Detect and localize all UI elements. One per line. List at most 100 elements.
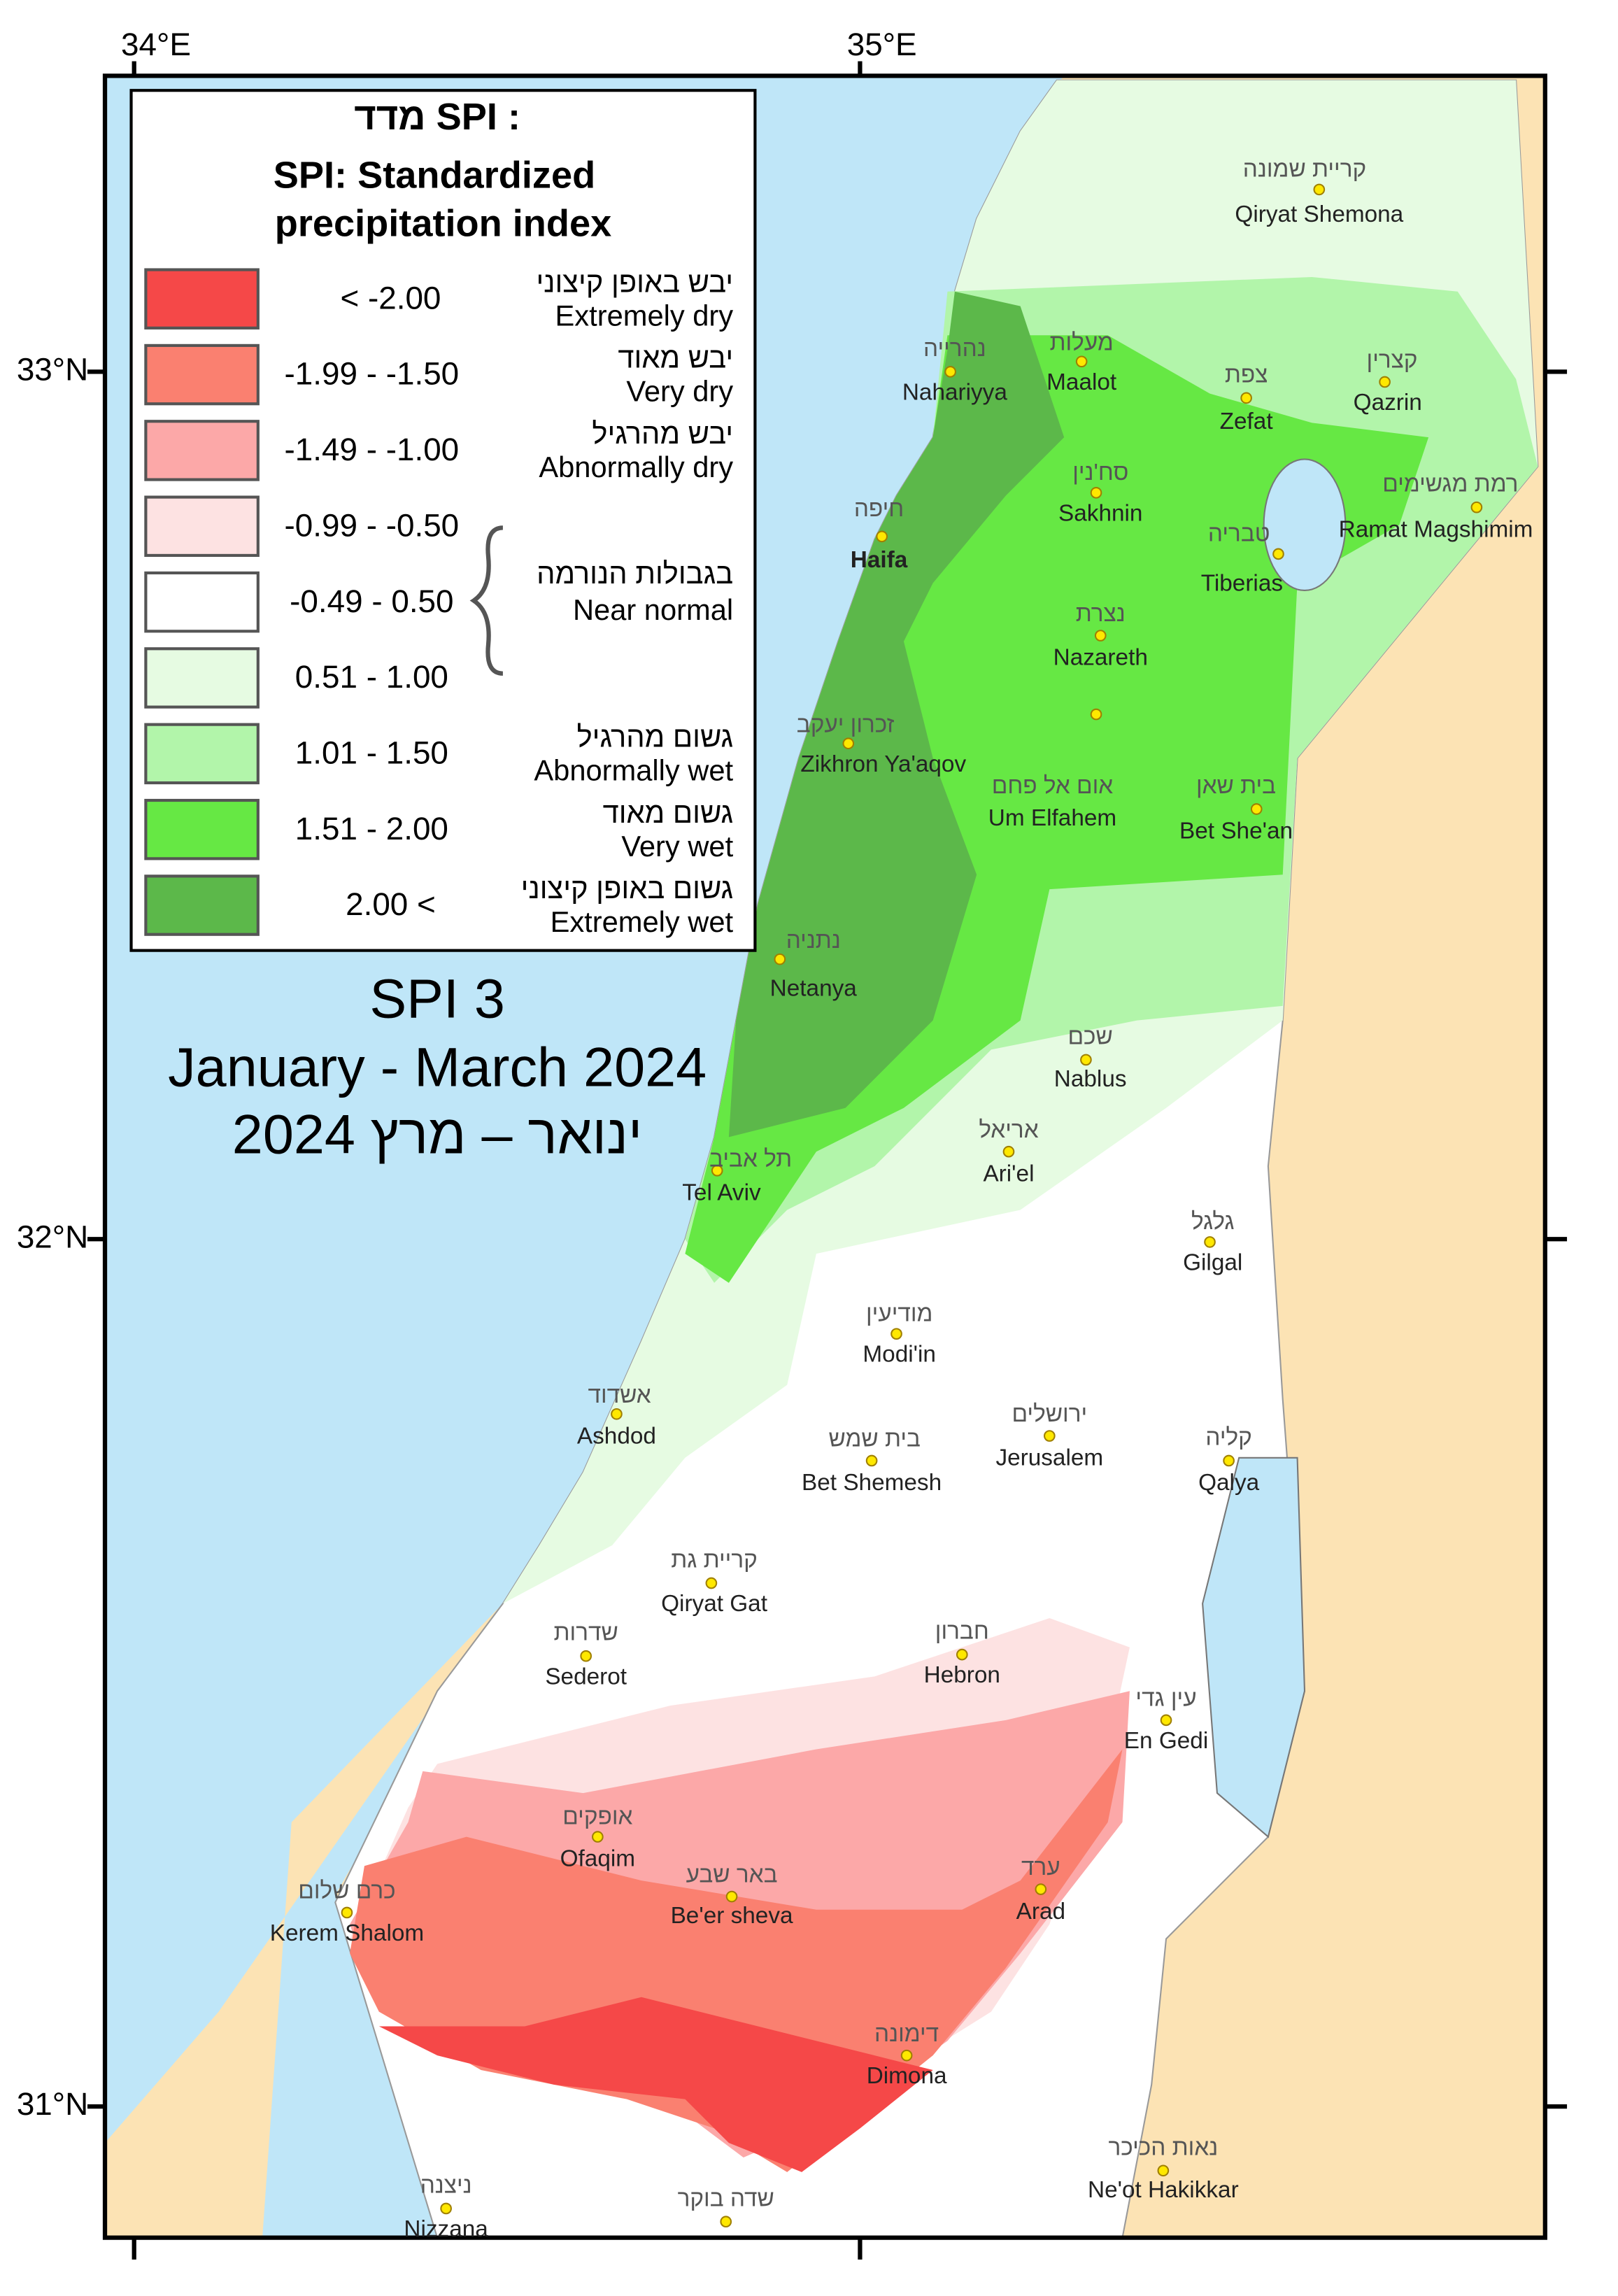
city-dot <box>1090 487 1102 499</box>
city-dot <box>865 1454 878 1467</box>
city-dot <box>1379 376 1391 388</box>
city-name-he: מודיעין <box>866 1301 932 1326</box>
city-dot <box>341 1906 353 1919</box>
city-name-en: Modi'in <box>863 1342 936 1368</box>
city-dot <box>1002 1145 1015 1158</box>
city-dot <box>580 1650 592 1662</box>
city-dot <box>440 2202 452 2215</box>
dead-sea <box>1202 1457 1306 1838</box>
city-dot <box>876 530 888 543</box>
city-name-he: נאות הכיכר <box>1108 2134 1218 2160</box>
city-dot <box>720 2216 732 2228</box>
city-dot <box>1272 548 1284 560</box>
city-dot <box>774 953 786 965</box>
city-name-en: Jerusalem <box>995 1445 1103 1471</box>
city-name-he: קריית שמונה <box>1243 157 1366 183</box>
city-name-en: Bet Shemesh <box>802 1470 942 1496</box>
legend-range: -0.49 - 0.50 <box>290 583 453 619</box>
city-name-he: שדרות <box>554 1620 618 1646</box>
city-name-he: חיפה <box>854 496 904 522</box>
city-dot <box>1157 2164 1170 2177</box>
legend-swatch <box>144 647 260 709</box>
city-name-en: Haifa <box>851 547 908 573</box>
city-name-en: Nahariyya <box>902 379 1008 405</box>
city-name-he: זכרון יעקב <box>797 712 895 738</box>
city-dot <box>1470 501 1483 513</box>
legend-swatch <box>144 343 260 406</box>
legend-brace <box>469 525 504 676</box>
city-name-he: אריאל <box>979 1117 1038 1143</box>
city-name-en: Tel Aviv <box>682 1179 761 1205</box>
city-name-en: Sakhnin <box>1058 500 1142 526</box>
city-name-he: נצרת <box>1076 601 1126 627</box>
city-name-he: סח'נין <box>1072 460 1128 486</box>
city-name-he: גלגל <box>1191 1209 1235 1235</box>
city-dot <box>1204 1236 1216 1248</box>
city-name-he: אום אל פחם <box>992 773 1114 799</box>
legend-range: -1.99 - -1.50 <box>285 356 460 392</box>
city-name-he: ערד <box>1021 1855 1060 1880</box>
city-dot <box>956 1648 968 1661</box>
city-name-en: Ashdod <box>577 1423 656 1449</box>
legend-label-en: Extremely wet <box>551 905 734 938</box>
city-name-en: Ari'el <box>983 1161 1034 1186</box>
city-name-he: באר שבע <box>686 1862 778 1888</box>
legend-range: < -2.00 <box>340 280 441 316</box>
city-dot <box>1090 708 1102 721</box>
city-name-en: Kerem Shalom <box>270 1920 424 1946</box>
city-dot <box>1075 355 1088 368</box>
city-dot <box>705 1577 718 1589</box>
lat-label: 31°N <box>17 2086 88 2122</box>
legend-label-en: Abnormally dry <box>539 451 733 483</box>
city-name-he: ירושלים <box>1012 1401 1087 1427</box>
map-title: SPI 3 <box>369 968 505 1030</box>
city-name-en: Be'er sheva <box>671 1903 793 1929</box>
city-name-he: שדה בוקר <box>678 2185 774 2211</box>
city-name-en: Zikhron Ya'aqov <box>800 751 966 777</box>
city-dot <box>890 1328 902 1340</box>
city-dot <box>900 2049 913 2062</box>
city-name-he: אופקים <box>562 1804 632 1829</box>
lon-label: 35°E <box>847 27 917 62</box>
legend-range: 1.51 - 2.00 <box>295 811 448 846</box>
legend-title: precipitation index <box>275 202 611 244</box>
city-name-he: צפת <box>1225 362 1268 388</box>
lon-label: 34°E <box>121 27 191 62</box>
city-dot <box>1240 392 1252 404</box>
city-name-he: טבריה <box>1208 521 1270 547</box>
city-name-en: Bet She'an <box>1179 819 1293 844</box>
city-name-en: Qalya <box>1198 1470 1260 1496</box>
city-name-en: En Gedi <box>1124 1728 1208 1754</box>
city-dot <box>842 737 855 750</box>
legend-range: -1.49 - -1.00 <box>285 432 460 467</box>
zone-red <box>378 1997 933 2172</box>
city-dot <box>1313 183 1326 196</box>
city-name-en: Um Elfahem <box>988 805 1116 831</box>
legend-label-en: Near normal <box>573 593 733 626</box>
zone-dark-green <box>728 291 1065 1138</box>
city-name-he: קליה <box>1205 1425 1251 1451</box>
map-title: ינואר – מרץ 2024 <box>232 1103 643 1165</box>
legend-swatch <box>144 420 260 481</box>
city-name-en: Qiryat Gat <box>661 1591 768 1617</box>
city-name-en: Tiberias <box>1201 570 1283 596</box>
legend-label-he: גשום מהרגיל <box>577 720 734 753</box>
city-name-en: Nazareth <box>1053 645 1148 671</box>
city-name-he: דימונה <box>874 2021 939 2047</box>
legend-range: 0.51 - 1.00 <box>295 659 448 695</box>
legend-swatch <box>144 268 260 329</box>
lat-label: 33°N <box>17 351 88 387</box>
city-name-en: Ne'ot Hakikkar <box>1088 2177 1239 2203</box>
legend-range: -0.99 - -0.50 <box>285 507 460 543</box>
city-name-en: Netanya <box>770 976 858 1002</box>
city-name-he: בית שמש <box>829 1426 921 1452</box>
city-dot <box>1080 1054 1092 1066</box>
legend-range: 2.00 < <box>346 886 436 922</box>
city-dot <box>711 1164 723 1177</box>
legend-label-he: בגבולות הנורמה <box>537 557 733 590</box>
city-dot <box>592 1831 604 1843</box>
city-name-en: Ofaqim <box>560 1846 635 1872</box>
city-name-en: Qiryat Shemona <box>1235 201 1403 227</box>
